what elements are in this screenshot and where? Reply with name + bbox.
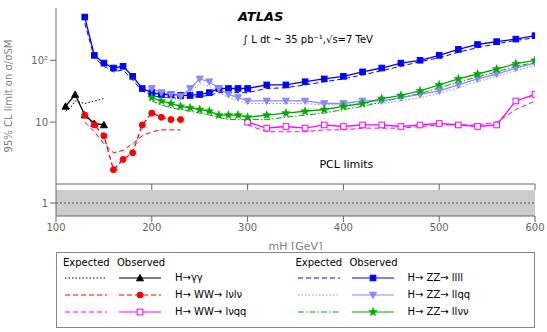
html-text:ATLAS: ATLAS: [238, 8, 284, 24]
html-text:Expected: Expected: [63, 256, 110, 268]
svg-text:10: 10: [35, 117, 48, 128]
svg-text:mH [GeV]: mH [GeV]: [269, 240, 323, 250]
html-text:H→ ZZ→ llνν: H→ ZZ→ llνν: [407, 306, 469, 317]
html-text:H→ ZZ→ llqq: H→ ZZ→ llqq: [407, 289, 471, 300]
html-text:H→ ZZ→ llll: H→ ZZ→ llll: [407, 272, 463, 283]
svg-text:600: 600: [525, 222, 544, 233]
html-text:Observed: Observed: [349, 256, 398, 268]
svg-text:500: 500: [430, 222, 449, 233]
html-text:H→ WW→ lνqq: H→ WW→ lνqq: [175, 306, 247, 317]
html-text:Expected: Expected: [295, 256, 343, 268]
svg-text:1: 1: [42, 198, 48, 209]
html-text:∫ L dt ~ 35 pb⁻¹,√s=7 TeV: ∫ L dt ~ 35 pb⁻¹,√s=7 TeV: [242, 34, 373, 46]
html-text:PCL limits: PCL limits: [319, 158, 374, 172]
svg-text:300: 300: [238, 222, 257, 233]
svg-text:200: 200: [142, 222, 161, 233]
html-text:Observed: Observed: [117, 256, 166, 268]
html-text:H→ WW→ lνlν: H→ WW→ lνlν: [175, 289, 243, 300]
svg-text:10²: 10²: [31, 55, 48, 66]
svg-text:400: 400: [334, 222, 353, 233]
svg-text:100: 100: [46, 222, 65, 233]
html-text:H→γγ: H→γγ: [175, 272, 203, 283]
svg-text:95% CL limit on σ/σSM: 95% CL limit on σ/σSM: [3, 40, 14, 153]
